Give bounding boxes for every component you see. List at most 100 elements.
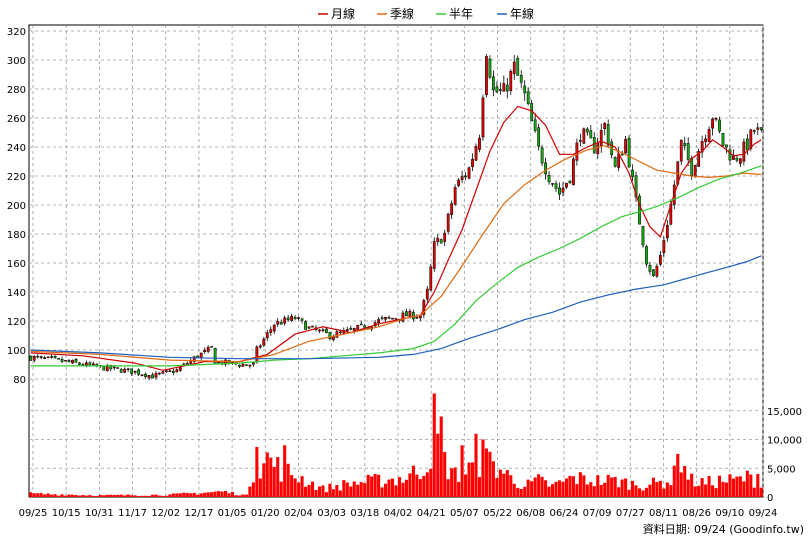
candle-body — [50, 356, 53, 358]
volume-bar — [443, 452, 447, 497]
grid — [28, 24, 764, 498]
candle-body — [620, 153, 624, 156]
candle-body — [627, 137, 631, 168]
volume-bar — [540, 476, 544, 497]
volume-bar — [721, 481, 725, 497]
volume-bar — [571, 476, 575, 497]
volume-bar — [293, 478, 297, 497]
candle-body — [168, 370, 172, 372]
price-tick-label: 120 — [7, 317, 26, 328]
candle-body — [130, 368, 134, 374]
volume-bar — [665, 482, 669, 497]
volume-bar — [373, 473, 377, 497]
volume-bar — [338, 490, 342, 497]
candle-body — [144, 373, 147, 378]
volume-bar — [29, 492, 33, 497]
volume-bar — [262, 463, 266, 497]
candle-body — [359, 323, 363, 326]
volume-bar — [502, 473, 506, 497]
volume-bar — [519, 488, 523, 497]
candle-body — [151, 374, 154, 379]
candle-body — [565, 182, 568, 188]
candle-body — [638, 195, 641, 225]
candle-body — [349, 327, 353, 330]
candle-body — [241, 363, 245, 367]
candle-body — [471, 158, 474, 168]
volume-bar — [314, 490, 318, 497]
volume-bar — [185, 492, 189, 497]
candle-body — [71, 360, 74, 364]
volume-bar — [95, 496, 99, 497]
volume-bar — [394, 485, 398, 497]
candle-body — [732, 155, 735, 160]
candle-body — [265, 332, 269, 339]
volume-bar — [453, 467, 457, 497]
volume-bar — [81, 494, 85, 497]
candle-body — [171, 370, 175, 374]
volume-bar — [662, 488, 666, 497]
volume-bar — [544, 480, 548, 497]
date-tick-label: 10/31 — [85, 508, 114, 519]
volume-bar — [342, 480, 346, 497]
candle-body — [293, 316, 297, 320]
volume-bar — [119, 494, 123, 497]
volume-bar — [756, 474, 760, 497]
price-tick-label: 260 — [7, 114, 26, 125]
candle-body — [116, 367, 120, 369]
volume-bar — [707, 476, 711, 497]
volume-bar — [220, 491, 224, 497]
volume-bar — [88, 495, 92, 497]
volume-bar — [210, 492, 214, 497]
date-tick-label: 12/02 — [151, 508, 180, 519]
volume-bar — [714, 488, 718, 497]
volume-bar — [415, 474, 419, 497]
date-tick-label: 04/21 — [417, 508, 446, 519]
ma-line-1 — [30, 144, 762, 363]
volume-bar — [39, 493, 43, 497]
volume-bar — [241, 494, 245, 497]
volume-bar — [554, 481, 558, 497]
volume-bar — [568, 475, 572, 497]
candle-body — [662, 240, 666, 254]
volume-bar — [408, 473, 412, 497]
axes: 8010012014016018020022024026028030032005… — [7, 27, 802, 519]
volume-bar — [404, 479, 408, 497]
date-tick-label: 04/02 — [384, 508, 413, 519]
volume-bar — [446, 479, 450, 497]
volume-tick-label: 10,000 — [767, 436, 802, 447]
candle-body — [307, 326, 311, 329]
volume-bar — [596, 475, 600, 497]
candle-body — [356, 324, 360, 330]
candle-body — [304, 321, 307, 330]
volume-bar — [345, 482, 349, 497]
date-tick-label: 05/22 — [483, 508, 512, 519]
volume-bar — [43, 494, 47, 497]
date-tick-label: 08/26 — [682, 508, 711, 519]
volume-bar — [109, 494, 113, 497]
volume-bar — [147, 495, 151, 497]
volume-bar — [509, 475, 513, 497]
ma-line-3 — [30, 255, 762, 360]
volume-bar — [690, 473, 694, 497]
candle-body — [714, 118, 718, 120]
candle-body — [432, 241, 436, 269]
candle-body — [453, 187, 457, 205]
volume-bar — [523, 486, 527, 497]
candle-body — [300, 318, 304, 321]
candle-body — [64, 359, 67, 362]
volume-bar — [644, 487, 649, 497]
volume-bar — [178, 493, 182, 497]
candle-body — [325, 328, 328, 334]
volume-bar — [450, 468, 454, 497]
candle-body — [572, 158, 575, 185]
candle-body — [39, 356, 43, 358]
candle-body — [53, 355, 57, 359]
volume-bar — [182, 492, 186, 497]
price-tick-label: 300 — [7, 56, 26, 67]
candle-body — [286, 317, 290, 321]
candle-body — [707, 129, 711, 142]
volume-tick-label: 0 — [767, 493, 773, 504]
volume-bar — [230, 491, 235, 497]
candle-body — [206, 347, 210, 352]
volume-bar — [279, 481, 283, 497]
